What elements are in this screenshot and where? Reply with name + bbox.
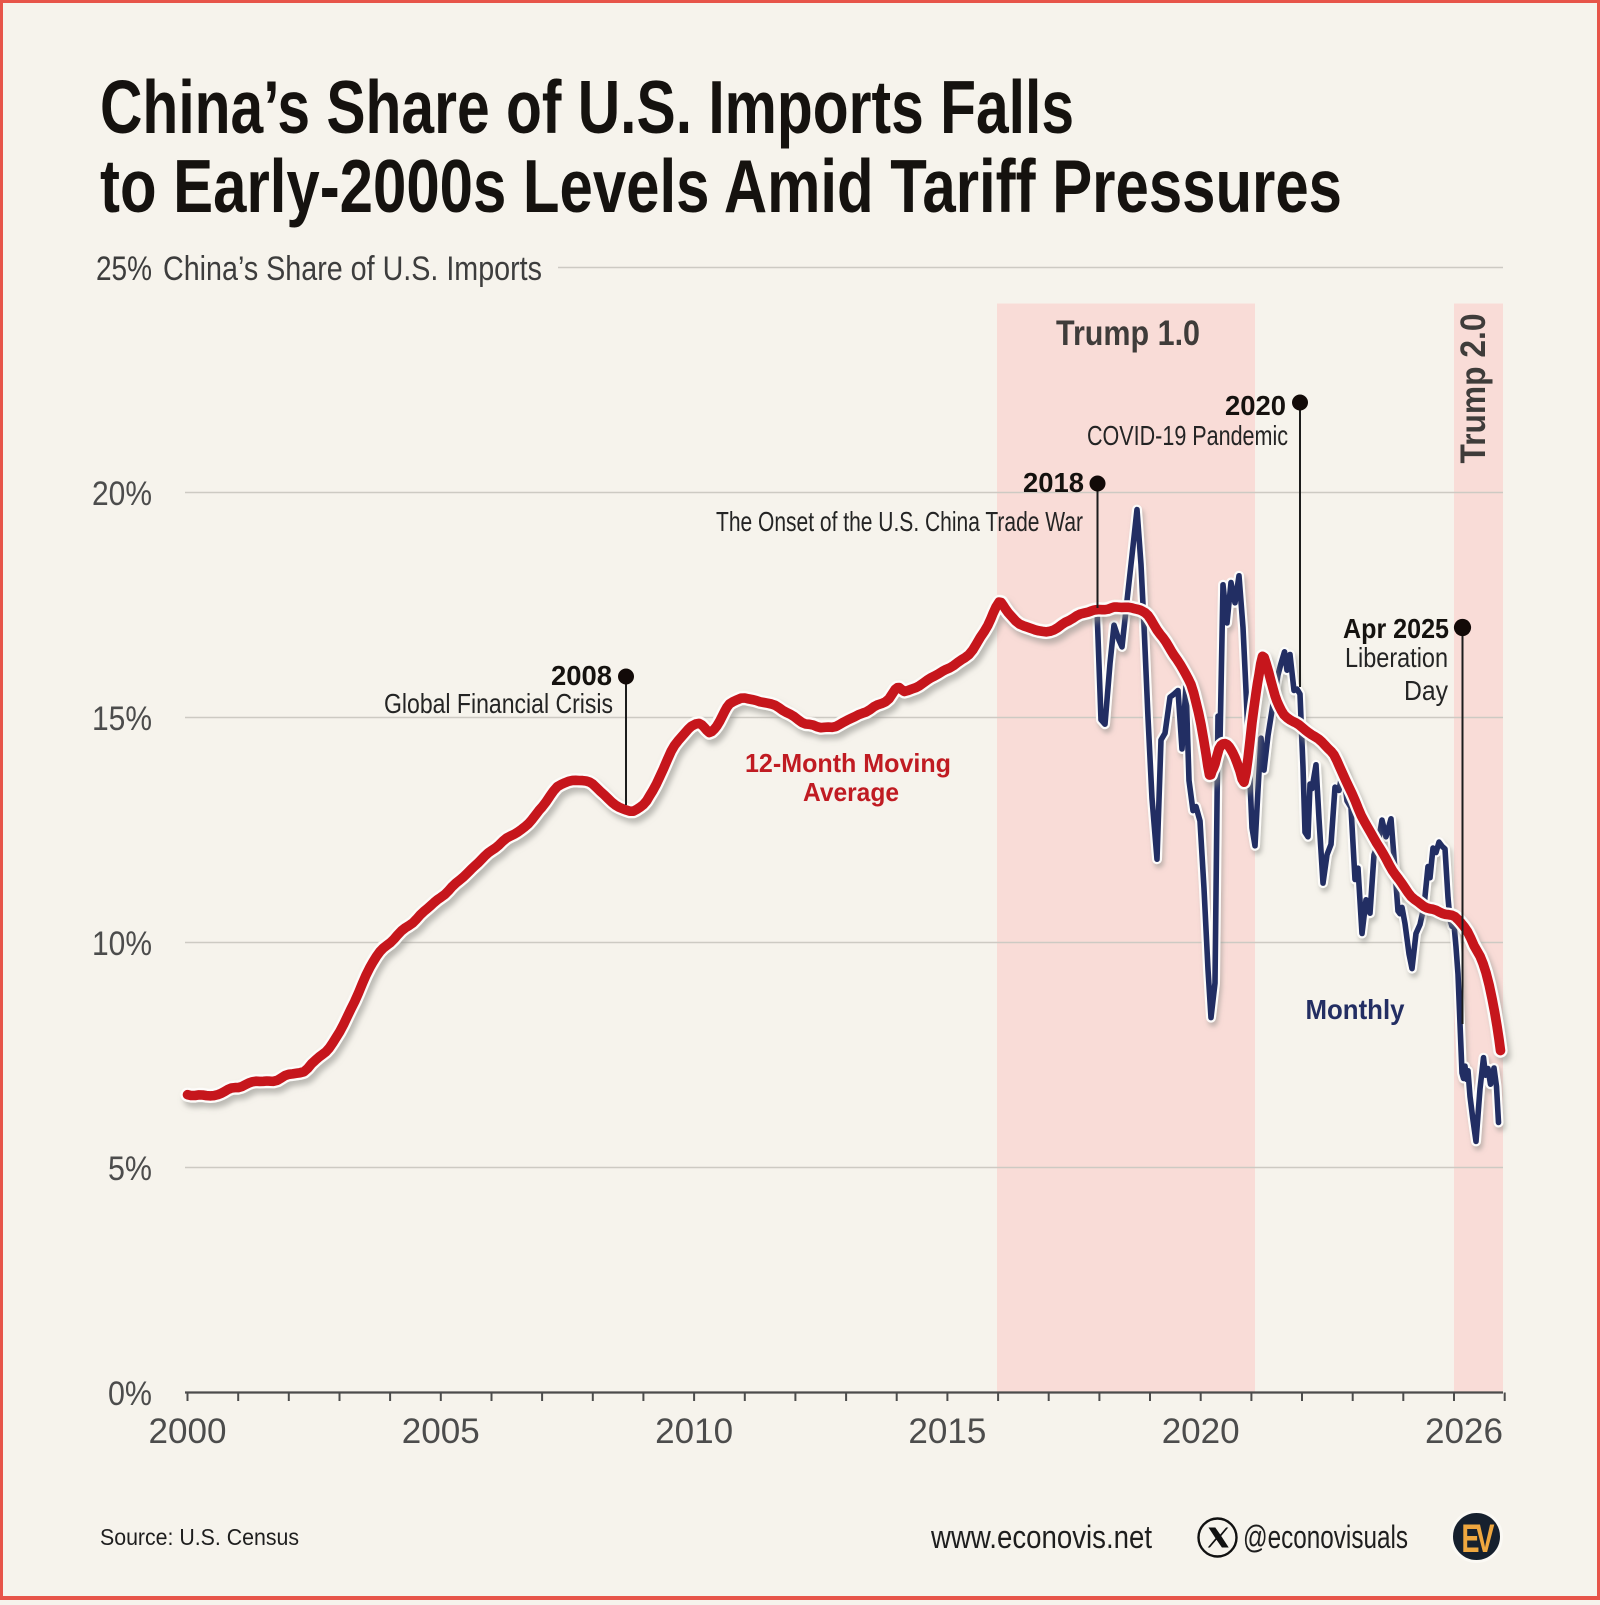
svg-text:25%: 25%	[96, 250, 152, 288]
svg-text:12-Month Moving: 12-Month Moving	[745, 748, 951, 778]
svg-text:Global Financial Crisis: Global Financial Crisis	[384, 688, 613, 719]
svg-text:E: E	[1462, 1517, 1480, 1561]
svg-text:The Onset of the U.S. China Tr: The Onset of the U.S. China Trade War	[716, 506, 1083, 537]
svg-text:Monthly: Monthly	[1306, 994, 1405, 1025]
svg-text:2010: 2010	[655, 1412, 733, 1451]
svg-text:www.econovis.net: www.econovis.net	[930, 1519, 1152, 1555]
svg-text:to Early-2000s Levels Amid Tar: to Early-2000s Levels Amid Tariff Pressu…	[100, 144, 1342, 228]
svg-text:Average: Average	[803, 777, 899, 807]
svg-text:Source: U.S. Census: Source: U.S. Census	[100, 1524, 299, 1550]
svg-text:2008: 2008	[551, 660, 612, 691]
svg-text:Day: Day	[1404, 675, 1448, 706]
svg-text:Trump 1.0: Trump 1.0	[1056, 314, 1200, 353]
svg-text:5%: 5%	[108, 1150, 152, 1188]
svg-text:Liberation: Liberation	[1345, 642, 1448, 673]
svg-text:2015: 2015	[908, 1412, 986, 1451]
svg-text:10%: 10%	[92, 925, 152, 963]
svg-text:Trump 2.0: Trump 2.0	[1454, 314, 1493, 464]
svg-text:20%: 20%	[92, 475, 152, 513]
svg-text:V: V	[1476, 1517, 1495, 1561]
svg-text:China’s Share of U.S. Imports: China’s Share of U.S. Imports	[163, 250, 542, 288]
svg-text:2005: 2005	[402, 1412, 480, 1451]
svg-text:2020: 2020	[1225, 390, 1286, 421]
svg-text:China’s Share of U.S. Imports: China’s Share of U.S. Imports Falls	[100, 65, 1074, 149]
svg-text:2018: 2018	[1023, 467, 1084, 498]
svg-text:15%: 15%	[92, 700, 152, 738]
svg-text:COVID-19 Pandemic: COVID-19 Pandemic	[1087, 420, 1288, 451]
svg-text:2026: 2026	[1425, 1412, 1503, 1451]
svg-text:Apr 2025: Apr 2025	[1343, 613, 1449, 644]
svg-text:2000: 2000	[149, 1412, 227, 1451]
svg-text:@econovisuals: @econovisuals	[1243, 1519, 1408, 1555]
svg-text:0%: 0%	[108, 1375, 152, 1413]
svg-text:2020: 2020	[1162, 1412, 1240, 1451]
